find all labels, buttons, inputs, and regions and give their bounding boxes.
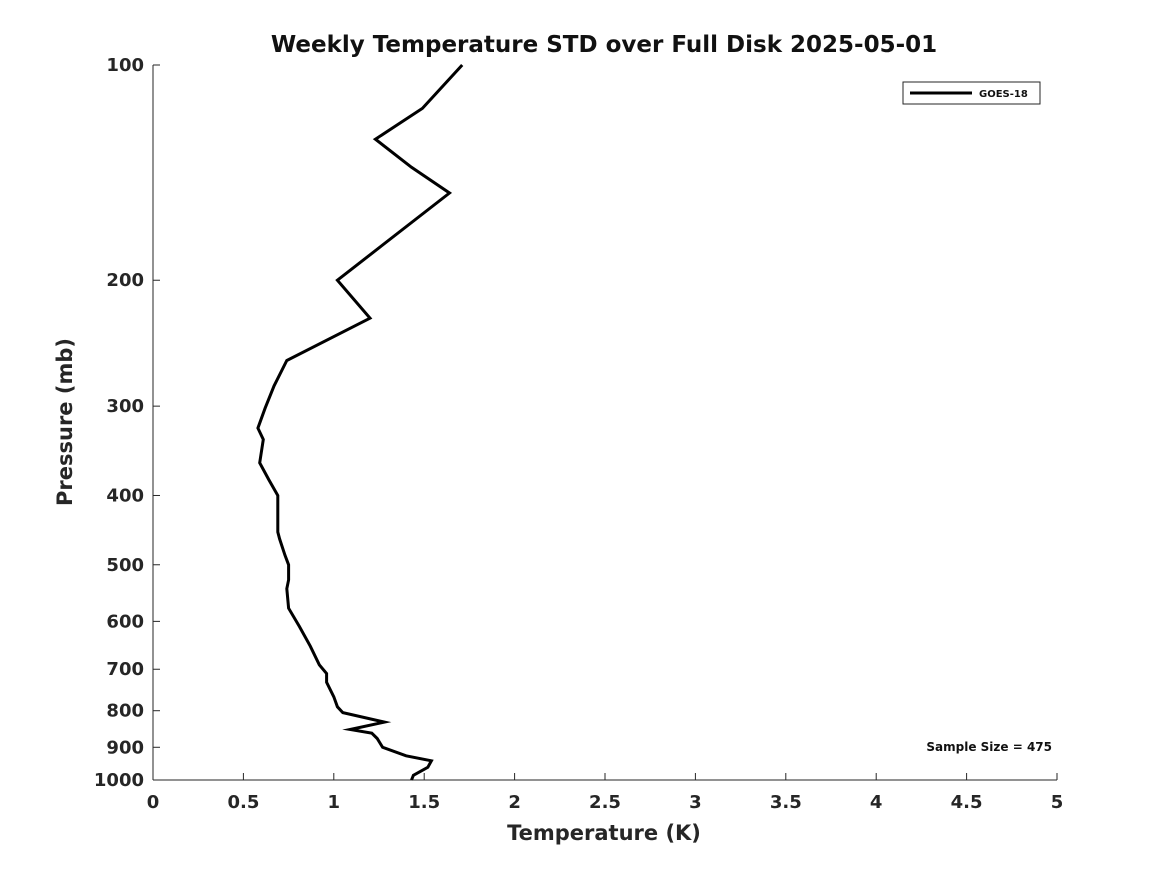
x-tick-label: 0 (147, 792, 160, 813)
x-tick-label: 5 (1051, 792, 1064, 813)
x-tick-label: 0.5 (227, 792, 259, 813)
chart-title: Weekly Temperature STD over Full Disk 20… (271, 32, 937, 58)
y-axis-ticks: 100 200 300 400 500 600 700 800 900 1000 (94, 55, 160, 791)
y-tick-label: 900 (106, 737, 144, 758)
x-axis-ticks: 0 0.5 1 1.5 2 2.5 3 3.5 4 4.5 5 (147, 773, 1064, 813)
legend: GOES-18 (902, 81, 1041, 105)
sample-size-annotation: Sample Size = 475 (926, 740, 1052, 754)
x-tick-label: 3.5 (770, 792, 802, 813)
y-tick-label: 1000 (94, 770, 144, 791)
legend-label-goes-18: GOES-18 (979, 89, 1028, 100)
y-tick-label: 100 (106, 55, 144, 76)
series-line-goes-18 (256, 63, 464, 781)
x-tick-label: 1.5 (408, 792, 440, 813)
y-axis-label: Pressure (mb) (53, 338, 77, 506)
series-layer (256, 63, 464, 781)
y-tick-label: 600 (106, 611, 144, 632)
x-tick-label: 4.5 (951, 792, 983, 813)
y-tick-label: 200 (106, 270, 144, 291)
x-axis-label: Temperature (K) (507, 821, 701, 845)
x-tick-label: 4 (870, 792, 883, 813)
y-tick-label: 400 (106, 485, 144, 506)
y-tick-label: 300 (106, 396, 144, 417)
y-tick-label: 500 (106, 555, 144, 576)
x-tick-label: 1 (328, 792, 341, 813)
x-tick-label: 2.5 (589, 792, 621, 813)
x-tick-label: 2 (508, 792, 521, 813)
y-tick-label: 800 (106, 701, 144, 722)
y-tick-label: 700 (106, 659, 144, 680)
x-tick-label: 3 (689, 792, 702, 813)
